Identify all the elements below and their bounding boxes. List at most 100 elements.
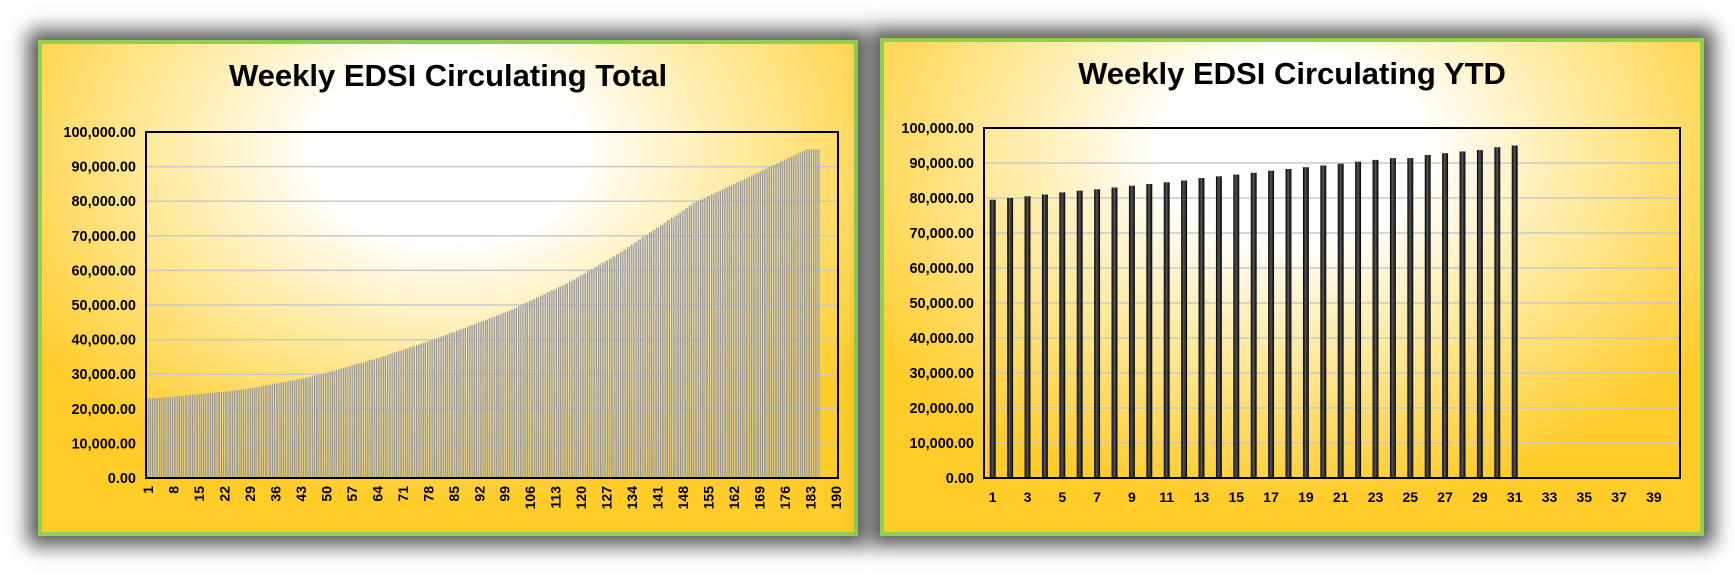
bar — [1389, 158, 1396, 478]
bar — [372, 359, 375, 478]
bar — [1146, 184, 1153, 478]
bar — [292, 380, 295, 478]
x-tick-label: 15 — [191, 486, 207, 502]
x-tick-label: 162 — [726, 486, 742, 510]
bar — [989, 199, 996, 478]
bar — [284, 381, 288, 478]
y-tick-label: 30,000.00 — [909, 366, 974, 382]
bar — [1059, 192, 1066, 478]
x-tick-label: 169 — [752, 486, 768, 510]
bar — [1163, 182, 1170, 478]
x-tick-label: 11 — [1159, 489, 1174, 505]
bar — [623, 249, 627, 478]
x-tick-label: 134 — [624, 486, 640, 510]
bar — [306, 377, 310, 478]
bar — [714, 192, 718, 479]
bar — [711, 194, 714, 478]
x-tick-label: 183 — [803, 486, 819, 510]
bar — [321, 373, 324, 478]
x-tick-label: 71 — [395, 486, 411, 502]
bar — [263, 385, 266, 478]
bar — [561, 285, 565, 478]
bar — [1250, 172, 1257, 479]
bar — [587, 271, 590, 478]
bar — [368, 360, 372, 478]
bar — [470, 325, 474, 478]
bar — [456, 330, 459, 478]
bar — [277, 383, 281, 478]
bar — [1198, 178, 1205, 479]
bar — [175, 396, 179, 478]
bar — [660, 225, 663, 478]
bar — [328, 371, 332, 478]
x-tick-label: 155 — [701, 486, 717, 510]
x-tick-label: 29 — [1472, 489, 1488, 505]
y-tick-label: 0.00 — [108, 471, 136, 487]
bar — [317, 374, 321, 478]
x-tick-label: 57 — [344, 486, 360, 502]
bar — [204, 393, 208, 478]
bar — [510, 309, 514, 478]
bar — [609, 258, 612, 478]
x-tick-label: 50 — [318, 486, 334, 502]
bar — [357, 363, 361, 478]
bar — [1181, 180, 1188, 478]
y-tick-label: 0.00 — [946, 471, 974, 487]
bar — [598, 264, 601, 478]
bar — [1442, 153, 1449, 478]
bar — [813, 149, 816, 479]
bar — [1372, 159, 1379, 478]
bar — [339, 368, 343, 478]
bar — [754, 173, 758, 478]
bar — [809, 149, 812, 479]
bar — [700, 199, 703, 478]
bar — [507, 311, 510, 478]
bar — [550, 290, 554, 478]
bar — [226, 391, 230, 478]
bar — [314, 375, 317, 478]
y-tick-label: 70,000.00 — [71, 229, 136, 245]
bar — [295, 379, 299, 478]
bar — [692, 202, 696, 478]
bar — [670, 217, 674, 478]
bar — [208, 393, 212, 478]
bar — [601, 262, 605, 478]
bar — [445, 334, 448, 478]
bar — [492, 316, 496, 478]
y-tick-label: 50,000.00 — [71, 298, 136, 314]
bar — [627, 246, 630, 478]
x-tick-label: 176 — [777, 486, 793, 510]
bar — [590, 269, 594, 478]
bar — [729, 185, 732, 478]
x-tick-label: 99 — [497, 486, 513, 502]
bar — [528, 300, 532, 478]
bar — [452, 331, 456, 478]
bar — [1407, 158, 1414, 478]
bar — [408, 347, 412, 478]
plot-frame — [145, 131, 839, 479]
bar — [1320, 165, 1327, 478]
bar — [751, 175, 754, 478]
bar — [164, 397, 168, 478]
x-tick-label: 37 — [1611, 489, 1627, 505]
bar — [689, 205, 692, 478]
bar — [335, 369, 339, 478]
bar — [1076, 190, 1083, 478]
bar — [707, 196, 711, 478]
bar — [215, 392, 219, 478]
y-tick-label: 60,000.00 — [71, 263, 136, 279]
bar — [153, 398, 157, 478]
bar — [405, 348, 408, 478]
bar — [1285, 168, 1292, 478]
bar — [259, 386, 263, 478]
y-tick-label: 50,000.00 — [909, 296, 974, 312]
bar — [354, 364, 357, 478]
bar — [765, 168, 769, 478]
y-tick-label: 10,000.00 — [71, 436, 136, 452]
bar — [157, 397, 161, 478]
bar — [1215, 176, 1222, 479]
bar — [794, 154, 798, 478]
bar — [182, 395, 186, 478]
bar — [233, 390, 237, 478]
y-tick-label: 100,000.00 — [901, 121, 974, 137]
